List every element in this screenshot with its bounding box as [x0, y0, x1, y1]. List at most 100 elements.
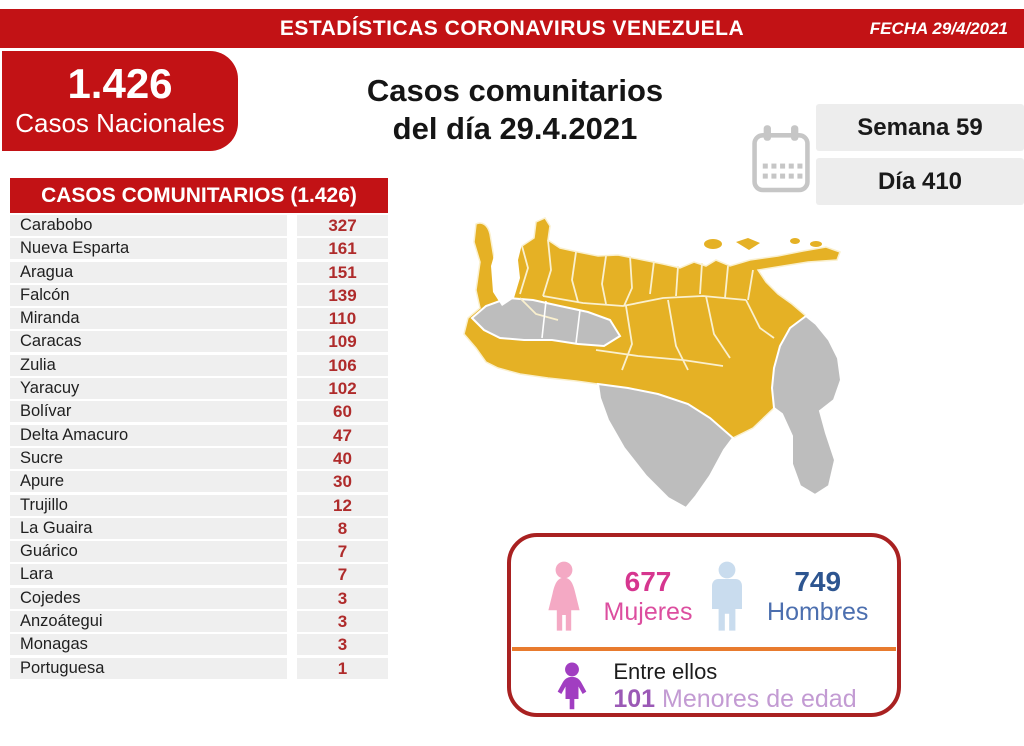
men-group: 749 Hombres: [703, 560, 868, 634]
state-cell: Lara: [10, 564, 287, 586]
gender-row: 677 Mujeres 749 Hombres: [511, 537, 897, 647]
table-row: Caracas 109: [10, 331, 388, 353]
value-cell: 12: [297, 494, 388, 516]
demographics-box: 677 Mujeres 749 Hombres: [507, 533, 901, 717]
table-row: Miranda 110: [10, 308, 388, 330]
state-cell: Delta Amacuro: [10, 424, 287, 446]
table-row: Anzoátegui 3: [10, 611, 388, 633]
women-group: 677 Mujeres: [540, 560, 693, 634]
banner-date: FECHA 29/4/2021: [869, 19, 1008, 38]
state-cell: Carabobo: [10, 215, 287, 236]
table-row: Falcón 139: [10, 284, 388, 306]
state-cell: La Guaira: [10, 517, 287, 539]
state-cell: Anzoátegui: [10, 611, 287, 633]
state-cell: Bolívar: [10, 401, 287, 423]
page-title-line1: Casos comunitarios: [366, 73, 664, 108]
minors-count: 101: [613, 685, 656, 713]
state-cell: Miranda: [10, 308, 287, 330]
venezuela-map: [463, 217, 843, 510]
state-cell: Guárico: [10, 541, 287, 563]
table-row: Trujillo 12: [10, 494, 388, 516]
minors-line: 101 Menores de edad: [613, 685, 856, 714]
table-row: Monagas 3: [10, 634, 388, 656]
week-pill: Semana 59: [816, 104, 1024, 151]
value-cell: 3: [297, 634, 388, 656]
value-cell: 151: [297, 261, 388, 283]
cases-table-header: CASOS COMUNITARIOS (1.426): [10, 178, 388, 213]
cases-table-body: Carabobo 327 Nueva Esparta 161 Aragua 15…: [10, 215, 388, 681]
women-count: 677: [624, 566, 672, 597]
female-icon: [547, 561, 580, 631]
map-no-cases-borders: [541, 300, 581, 344]
value-cell: 139: [297, 284, 388, 306]
value-cell: 109: [297, 331, 388, 353]
value-cell: 110: [297, 308, 388, 330]
table-row: Apure 30: [10, 471, 388, 493]
table-row: Yaracuy 102: [10, 378, 388, 400]
national-cases-label: Casos Nacionales: [15, 108, 225, 138]
value-cell: 7: [297, 564, 388, 586]
table-row: Cojedes 3: [10, 587, 388, 609]
state-cell: Trujillo: [10, 494, 287, 516]
day-label: Día 410: [877, 168, 963, 195]
state-cell: Sucre: [10, 447, 287, 469]
table-row: Portuguesa 1: [10, 657, 388, 679]
national-cases-value: 1.426: [67, 60, 173, 107]
state-cell: Caracas: [10, 331, 287, 353]
value-cell: 40: [297, 447, 388, 469]
top-banner: ESTADÍSTICAS CORONAVIRUS VENEZUELA FECHA…: [0, 9, 1024, 48]
child-icon: [558, 661, 587, 709]
week-label: Semana 59: [857, 114, 983, 141]
state-cell: Monagas: [10, 634, 287, 656]
banner-title: ESTADÍSTICAS CORONAVIRUS VENEZUELA: [279, 17, 745, 40]
page-title-line2: del día 29.4.2021: [392, 110, 638, 146]
table-row: Guárico 7: [10, 541, 388, 563]
table-row: La Guaira 8: [10, 517, 388, 539]
state-cell: Falcón: [10, 284, 287, 306]
value-cell: 106: [297, 354, 388, 376]
map-state-borders: [519, 239, 775, 371]
state-cell: Yaracuy: [10, 378, 287, 400]
value-cell: 47: [297, 424, 388, 446]
divider-line: [512, 647, 896, 651]
men-label: Hombres: [767, 598, 869, 626]
value-cell: 3: [297, 587, 388, 609]
calendar-icon: [752, 125, 810, 193]
table-row: Delta Amacuro 47: [10, 424, 388, 446]
minors-intro: Entre ellos: [613, 659, 718, 684]
minors-group: Entre ellos 101 Menores de edad: [511, 659, 897, 714]
state-cell: Portuguesa: [10, 657, 287, 679]
table-row: Aragua 151: [10, 261, 388, 283]
value-cell: 1: [297, 657, 388, 679]
table-row: Carabobo 327: [10, 215, 388, 236]
table-row: Bolívar 60: [10, 401, 388, 423]
men-count: 749: [794, 566, 842, 597]
table-row: Sucre 40: [10, 447, 388, 469]
state-cell: Cojedes: [10, 587, 287, 609]
value-cell: 30: [297, 471, 388, 493]
page-title: Casos comunitarios del día 29.4.2021: [340, 72, 690, 148]
lake-maracaibo: [491, 242, 522, 306]
minors-label: Menores de edad: [662, 685, 857, 713]
state-cell: Nueva Esparta: [10, 238, 287, 260]
day-pill: Día 410: [816, 158, 1024, 205]
map-region-no-cases: [470, 296, 843, 510]
table-row: Nueva Esparta 161: [10, 238, 388, 260]
value-cell: 7: [297, 541, 388, 563]
value-cell: 161: [297, 238, 388, 260]
state-cell: Apure: [10, 471, 287, 493]
male-icon: [712, 561, 743, 631]
value-cell: 102: [297, 378, 388, 400]
value-cell: 327: [297, 215, 388, 236]
women-label: Mujeres: [603, 598, 693, 626]
state-cell: Aragua: [10, 261, 287, 283]
value-cell: 60: [297, 401, 388, 423]
value-cell: 3: [297, 611, 388, 633]
table-row: Lara 7: [10, 564, 388, 586]
national-cases-badge: 1.426 Casos Nacionales: [2, 51, 238, 151]
table-row: Zulia 106: [10, 354, 388, 376]
value-cell: 8: [297, 517, 388, 539]
state-cell: Zulia: [10, 354, 287, 376]
map-islands: [704, 238, 822, 250]
